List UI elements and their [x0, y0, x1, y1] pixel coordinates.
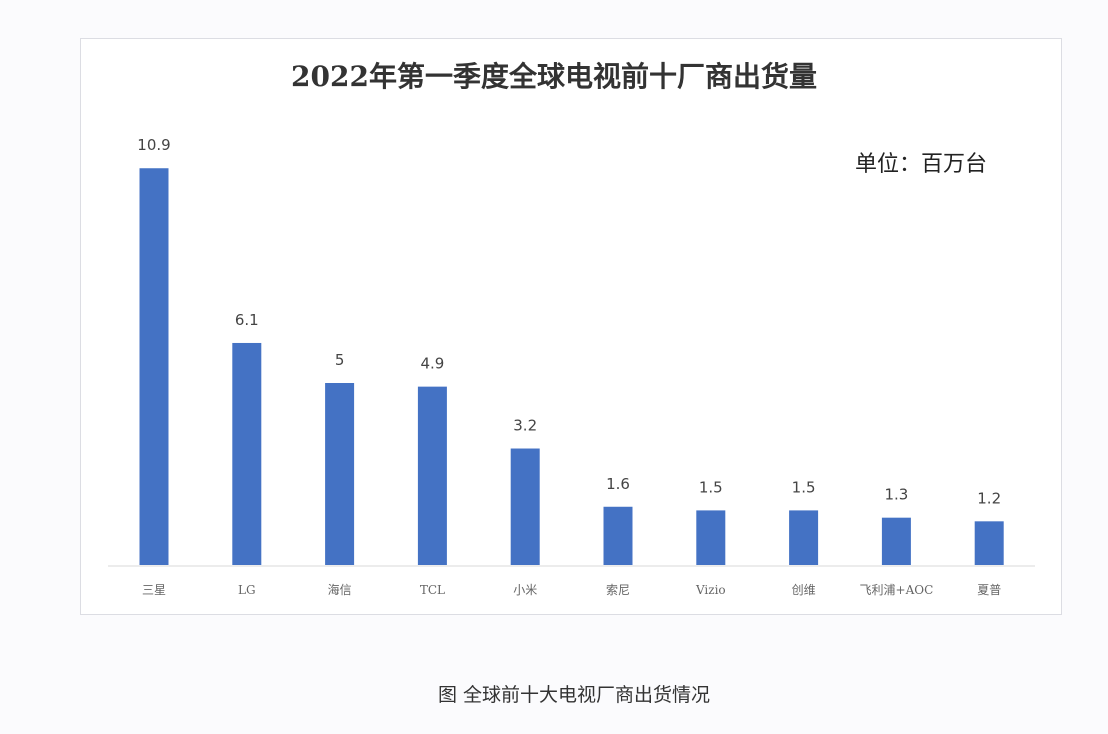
- x-tick-label: 海信: [328, 582, 352, 597]
- data-label: 1.3: [884, 486, 908, 504]
- data-label: 1.5: [792, 478, 816, 496]
- bar: [417, 386, 447, 565]
- bar: [789, 510, 819, 565]
- chart-title: 2022年第一季度全球电视前十厂商出货量: [291, 60, 817, 93]
- figure-caption: 图 全球前十大电视厂商出货情况: [437, 684, 711, 706]
- x-tick-label: 创维: [792, 583, 816, 597]
- x-tick-label: 小米: [513, 583, 537, 597]
- data-label: 3.2: [513, 417, 537, 435]
- bar: [510, 448, 540, 565]
- x-tick-label: 夏普: [977, 583, 1001, 597]
- data-label: 6.1: [235, 311, 259, 329]
- x-tick-label: Vizio: [695, 583, 726, 597]
- x-tick-label: TCL: [420, 583, 445, 597]
- bar: [232, 342, 262, 565]
- x-tick-label: LG: [238, 583, 256, 597]
- data-label: 1.5: [699, 478, 723, 496]
- x-tick-label: 索尼: [606, 583, 630, 597]
- bar: [325, 383, 355, 565]
- bar: [881, 517, 911, 565]
- data-label: 10.9: [137, 136, 170, 154]
- data-label: 1.6: [606, 475, 630, 493]
- bar: [139, 168, 169, 566]
- x-tick-label: 三星: [142, 583, 166, 597]
- x-tick-label: 飞利浦+AOC: [860, 583, 934, 597]
- data-label: 1.2: [977, 489, 1001, 507]
- unit-label: 单位：百万台: [855, 152, 988, 177]
- bar: [974, 521, 1004, 565]
- bar: [603, 506, 633, 565]
- data-label: 5: [335, 351, 345, 369]
- data-label: 4.9: [420, 355, 444, 373]
- bar: [696, 510, 726, 565]
